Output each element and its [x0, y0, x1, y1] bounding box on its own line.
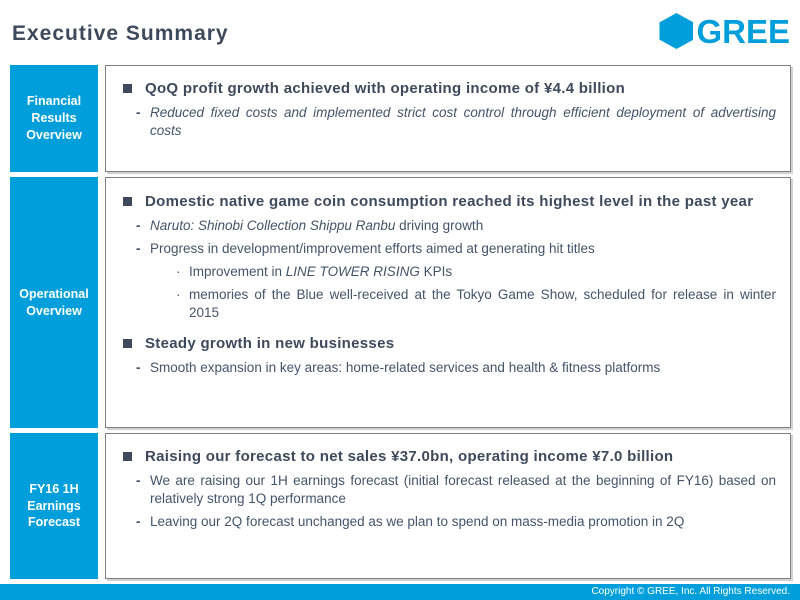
- bullet-text: Domestic native game coin consumption re…: [145, 193, 754, 210]
- bullet-line-heading: Steady growth in new businesses: [122, 333, 776, 354]
- footer-copyright-bar: Copyright © GREE, Inc. All Rights Reserv…: [0, 584, 800, 600]
- section-operational-overview: Operational Overview Domestic native gam…: [10, 177, 791, 428]
- bullet-line-dash: - Naruto: Shinobi Collection Shippu Ranbu…: [122, 217, 776, 235]
- square-bullet-icon: [123, 452, 132, 461]
- gree-logo: GREE: [659, 13, 790, 49]
- bullet-text: Improvement in LINE TOWER RISING KPIs: [189, 264, 453, 279]
- bullet-line-dot: · Improvement in LINE TOWER RISING KPIs: [122, 263, 776, 281]
- section-label-financial-results: Financial Results Overview: [10, 65, 98, 172]
- section-content-financial-results: QoQ profit growth achieved with operatin…: [105, 65, 791, 172]
- dash-bullet-icon: -: [136, 218, 141, 233]
- section-label-fy16-earnings-forecast: FY16 1H Earnings Forecast: [10, 433, 98, 579]
- bullet-text: Steady growth in new businesses: [145, 335, 395, 352]
- bullet-line-heading: QoQ profit growth achieved with operatin…: [122, 78, 776, 99]
- square-bullet-icon: [123, 197, 132, 206]
- bullet-text: We are raising our 1H earnings forecast …: [150, 473, 776, 506]
- page-title: Executive Summary: [12, 22, 229, 45]
- bullet-line-heading: Domestic native game coin consumption re…: [122, 191, 776, 212]
- bullet-text: Reduced fixed costs and implemented stri…: [150, 105, 776, 138]
- gree-hexagon-icon: [659, 13, 694, 49]
- dash-bullet-icon: -: [136, 473, 141, 488]
- bullet-text: memories of the Blue well-received at th…: [189, 287, 776, 320]
- section-label-operational-overview: Operational Overview: [10, 177, 98, 428]
- dash-bullet-icon: -: [136, 514, 141, 529]
- bullet-line-dash: - Reduced fixed costs and implemented str…: [122, 104, 776, 140]
- bullet-text: Raising our forecast to net sales ¥37.0b…: [145, 448, 674, 465]
- dash-bullet-icon: -: [136, 105, 141, 120]
- bullet-text: Naruto: Shinobi Collection Shippu Ranbu …: [150, 218, 484, 233]
- dot-bullet-icon: ·: [176, 264, 181, 279]
- section-content-operational-overview: Domestic native game coin consumption re…: [105, 177, 791, 428]
- square-bullet-icon: [123, 84, 132, 93]
- bullet-line-dash: - We are raising our 1H earnings forecast…: [122, 472, 776, 508]
- bullet-line-dash: - Progress in development/improvement eff…: [122, 240, 776, 258]
- dot-bullet-icon: ·: [176, 287, 181, 302]
- dash-bullet-icon: -: [136, 360, 141, 375]
- bullet-text: Smooth expansion in key areas: home-rela…: [150, 360, 661, 375]
- gree-logo-text: GREE: [696, 12, 790, 50]
- bullet-text: QoQ profit growth achieved with operatin…: [145, 80, 626, 97]
- bullet-line-dot: · memories of the Blue well-received at t…: [122, 286, 776, 322]
- bullet-line-dash: - Leaving our 2Q forecast unchanged as we…: [122, 513, 776, 531]
- dash-bullet-icon: -: [136, 241, 141, 256]
- bullet-text: Leaving our 2Q forecast unchanged as we …: [150, 514, 685, 529]
- square-bullet-icon: [123, 339, 132, 348]
- section-financial-results: Financial Results Overview QoQ profit gr…: [10, 65, 791, 172]
- bullet-text: Progress in development/improvement effo…: [150, 241, 595, 256]
- bullet-line-heading: Raising our forecast to net sales ¥37.0b…: [122, 446, 776, 467]
- section-fy16-earnings-forecast: FY16 1H Earnings Forecast Raising our fo…: [10, 433, 791, 579]
- bullet-line-dash: - Smooth expansion in key areas: home-rel…: [122, 359, 776, 377]
- section-content-fy16-earnings-forecast: Raising our forecast to net sales ¥37.0b…: [105, 433, 791, 579]
